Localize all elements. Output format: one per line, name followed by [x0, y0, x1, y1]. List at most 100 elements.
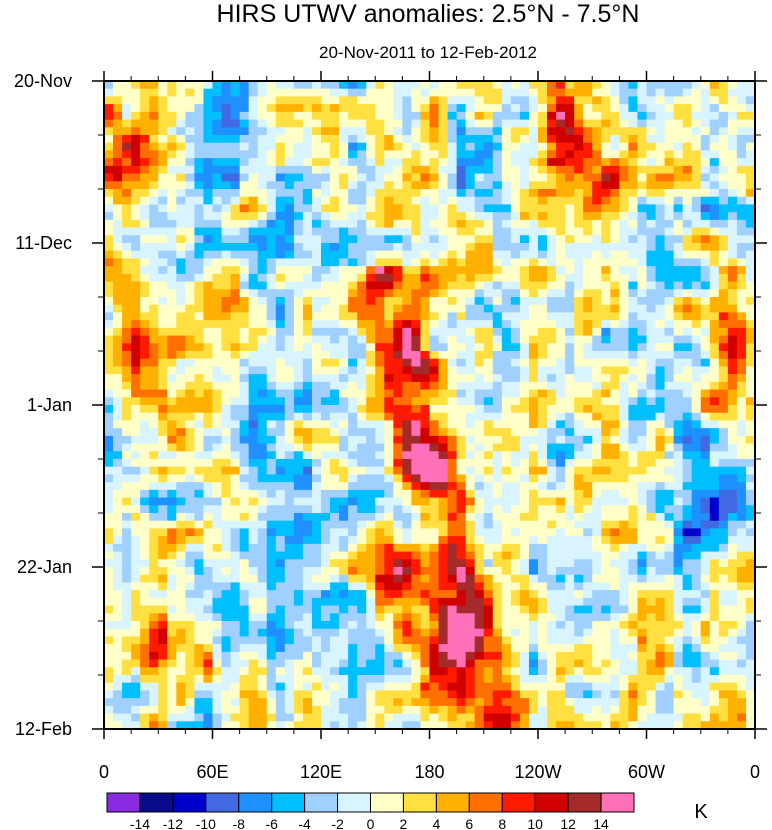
anomaly-cell	[375, 212, 385, 221]
anomaly-cell	[302, 304, 313, 314]
anomaly-cell	[718, 289, 729, 298]
anomaly-cell	[673, 335, 684, 344]
anomaly-cell	[583, 196, 593, 206]
anomaly-cell	[501, 266, 512, 275]
anomaly-cell	[528, 420, 539, 429]
anomaly-cell	[420, 567, 431, 576]
anomaly-cell	[321, 204, 331, 213]
anomaly-cell	[601, 528, 611, 537]
anomaly-cell	[447, 551, 458, 560]
anomaly-cell	[167, 250, 177, 260]
anomaly-cell	[411, 574, 422, 584]
anomaly-cell	[429, 536, 440, 545]
anomaly-cell	[501, 273, 512, 283]
anomaly-cell	[284, 505, 295, 514]
anomaly-cell	[601, 397, 611, 406]
anomaly-cell	[293, 567, 304, 576]
anomaly-cell	[194, 335, 205, 344]
anomaly-cell	[158, 258, 168, 267]
anomaly-cell	[384, 96, 394, 105]
anomaly-cell	[384, 335, 394, 344]
anomaly-cell	[366, 250, 376, 260]
anomaly-cell	[239, 312, 250, 321]
anomaly-cell	[574, 181, 584, 190]
anomaly-cell	[194, 219, 205, 229]
anomaly-cell	[302, 543, 313, 553]
anomaly-cell	[302, 335, 313, 344]
anomaly-cell	[411, 266, 422, 275]
anomaly-cell	[429, 88, 440, 98]
anomaly-cell	[275, 111, 286, 121]
anomaly-cell	[140, 142, 150, 152]
anomaly-cell	[321, 567, 331, 576]
anomaly-cell	[655, 273, 666, 283]
anomaly-cell	[113, 405, 123, 414]
anomaly-cell	[230, 258, 241, 267]
anomaly-cell	[339, 266, 349, 275]
anomaly-cell	[293, 81, 304, 90]
anomaly-cell	[257, 374, 268, 383]
anomaly-cell	[239, 135, 250, 144]
anomaly-cell	[646, 474, 657, 483]
anomaly-cell	[393, 181, 403, 190]
anomaly-cell	[483, 119, 494, 128]
anomaly-cell	[519, 150, 530, 159]
anomaly-cell	[637, 520, 648, 530]
anomaly-cell	[673, 412, 684, 422]
anomaly-cell	[248, 204, 259, 213]
anomaly-cell	[619, 150, 630, 159]
anomaly-cell	[610, 327, 620, 337]
anomaly-cell	[311, 258, 322, 267]
anomaly-cell	[565, 351, 575, 360]
anomaly-cell	[230, 81, 241, 90]
anomaly-cell	[284, 582, 295, 591]
anomaly-cell	[447, 520, 458, 530]
anomaly-cell	[547, 543, 557, 553]
anomaly-cell	[420, 96, 431, 105]
anomaly-cell	[293, 281, 304, 290]
anomaly-cell	[393, 597, 403, 607]
anomaly-cell	[483, 366, 494, 375]
anomaly-cell	[501, 567, 512, 576]
anomaly-cell	[113, 582, 123, 591]
anomaly-cell	[212, 273, 223, 283]
anomaly-cell	[330, 613, 340, 622]
anomaly-cell	[131, 451, 141, 460]
anomaly-cell	[601, 312, 611, 321]
anomaly-cell	[565, 543, 575, 553]
anomaly-cell	[456, 219, 467, 229]
anomaly-cell	[212, 613, 223, 622]
anomaly-cell	[293, 335, 304, 344]
anomaly-cell	[673, 173, 684, 182]
anomaly-cell	[483, 304, 494, 314]
anomaly-cell	[474, 81, 485, 90]
anomaly-cell	[619, 289, 630, 298]
anomaly-cell	[411, 528, 422, 537]
anomaly-cell	[194, 505, 205, 514]
anomaly-cell	[113, 520, 123, 530]
anomaly-cell	[736, 567, 747, 576]
anomaly-cell	[556, 505, 566, 514]
anomaly-cell	[610, 235, 620, 244]
anomaly-cell	[619, 111, 630, 121]
anomaly-cell	[185, 489, 196, 499]
anomaly-cell	[736, 443, 747, 452]
anomaly-cell	[736, 574, 747, 584]
anomaly-cell	[167, 590, 177, 599]
anomaly-cell	[203, 266, 214, 275]
anomaly-cell	[619, 590, 630, 599]
anomaly-cell	[538, 497, 548, 506]
anomaly-cell	[574, 528, 584, 537]
anomaly-cell	[140, 381, 150, 391]
anomaly-cell	[610, 258, 620, 267]
anomaly-cell	[339, 111, 349, 121]
anomaly-cell	[375, 543, 385, 553]
anomaly-cell	[339, 366, 349, 375]
anomaly-cell	[266, 574, 277, 584]
anomaly-cell	[474, 474, 485, 483]
anomaly-cell	[583, 590, 593, 599]
anomaly-cell	[709, 235, 720, 244]
anomaly-cell	[519, 358, 530, 368]
anomaly-cell	[736, 420, 747, 429]
anomaly-cell	[248, 582, 259, 591]
